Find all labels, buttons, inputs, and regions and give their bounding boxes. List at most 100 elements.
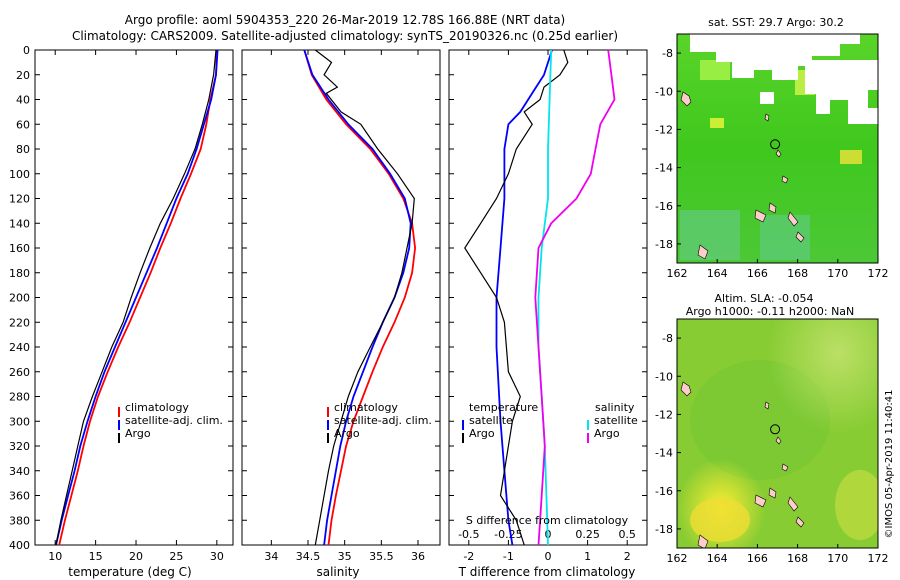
series-line-climatology <box>303 49 417 546</box>
depth-axis-labels: 0 20 40 60 80 100 120 140 160 180 200 220 240 260 280 3… <box>9 44 30 552</box>
map-y-tick-label: -8 <box>662 47 673 60</box>
x-tick-label: 20 <box>129 550 143 563</box>
x-tick-label: 34 <box>264 550 278 563</box>
depth-tick-label: 220 <box>9 316 30 329</box>
salinity-panel: 34 34.5 35 35.5 36 climatology satellite-adj… <box>241 49 441 579</box>
map-y-tick-label: -12 <box>655 123 673 136</box>
map-x-tick-label: 164 <box>707 552 728 565</box>
x-tick-label: 25 <box>169 550 183 563</box>
s-diff-tick-label: -0.5 <box>458 528 479 541</box>
x-tick-label: 2 <box>624 550 631 563</box>
series-line-satellite-adj-clim- <box>55 49 219 546</box>
map-x-tick-label: 166 <box>747 267 768 280</box>
map-x-tick-label: 172 <box>868 552 889 565</box>
depth-tick-label: 380 <box>9 514 30 527</box>
map-x-tick-label: 166 <box>747 552 768 565</box>
legend-argo-label: Argo <box>334 427 360 440</box>
depth-tick-label: 140 <box>9 217 30 230</box>
map-y-tick-label: -10 <box>655 85 673 98</box>
depth-tick-label: 240 <box>9 341 30 354</box>
map-x-tick-label: 172 <box>868 267 889 280</box>
depth-tick-label: 320 <box>9 440 30 453</box>
temperature-panel: 10 15 20 25 30 climatology satellite-adj. cl… <box>34 49 234 579</box>
legend-sal-argo-label: Argo <box>594 427 620 440</box>
x-tick-label: -2 <box>463 550 474 563</box>
x-tick-label: 15 <box>89 550 103 563</box>
series-line-argo <box>314 49 415 546</box>
s-difference-xlabel: S difference from climatology <box>466 514 629 527</box>
legend-satellite-label: satellite-adj. clim. <box>334 414 432 427</box>
depth-tick-label: 20 <box>16 69 30 82</box>
depth-tick-label: 120 <box>9 193 30 206</box>
map-x-tick-label: 168 <box>787 267 808 280</box>
map-y-tick-label: -14 <box>655 162 673 175</box>
series-line-salinity-satellite <box>537 49 553 546</box>
depth-tick-label: 160 <box>9 242 30 255</box>
legend-sal-satellite-label: satellite <box>594 414 638 427</box>
x-tick-label: 36 <box>411 550 425 563</box>
series-line-argo <box>55 49 217 546</box>
temperature-legend: climatology satellite-adj. clim. Argo <box>118 401 223 443</box>
depth-tick-label: 40 <box>16 94 30 107</box>
x-tick-label: 0 <box>545 550 552 563</box>
sst-argo-location-marker <box>770 139 781 150</box>
x-tick-label: 30 <box>210 550 224 563</box>
map-y-tick-label: -18 <box>655 523 673 536</box>
sla-map-field <box>677 319 878 548</box>
map-x-tick-label: 162 <box>667 552 688 565</box>
legend-climatology-label: climatology <box>334 401 398 414</box>
depth-tick-label: 340 <box>9 465 30 478</box>
salinity-xlabel: salinity <box>316 565 359 579</box>
temperature-diff-legend: temperature satellite Argo <box>462 401 538 443</box>
temperature-xlabel: temperature (deg C) <box>68 565 191 579</box>
s-diff-tick-label: -0.25 <box>494 528 522 541</box>
map-y-tick-label: -14 <box>655 447 673 460</box>
legend-satellite-label: satellite-adj. clim. <box>125 414 223 427</box>
legend-temp-satellite-label: satellite <box>469 414 513 427</box>
series-line-temperature-argo <box>464 49 569 546</box>
map-y-tick-label: -8 <box>662 332 673 345</box>
x-tick-label: -1 <box>503 550 514 563</box>
x-tick-label: 10 <box>48 550 62 563</box>
depth-tick-label: 400 <box>9 539 30 552</box>
map-x-tick-label: 164 <box>707 267 728 280</box>
x-tick-label: 35 <box>338 550 352 563</box>
map-y-tick-label: -16 <box>655 200 673 213</box>
sst-map-title: sat. SST: 29.7 Argo: 30.2 <box>708 16 844 29</box>
depth-tick-label: 300 <box>9 415 30 428</box>
depth-tick-label: 0 <box>23 44 30 57</box>
map-x-tick-label: 170 <box>827 552 848 565</box>
depth-tick-label: 80 <box>16 143 30 156</box>
x-tick-label: 34.5 <box>296 550 321 563</box>
depth-tick-label: 180 <box>9 267 30 280</box>
figure-title-line1: Argo profile: aoml 5904353_220 26-Mar-20… <box>125 13 565 27</box>
map-x-tick-label: 168 <box>787 552 808 565</box>
legend-salinity-title: salinity <box>595 401 635 414</box>
sst-map-axes <box>676 33 879 264</box>
map-x-tick-label: 170 <box>827 267 848 280</box>
depth-tick-label: 200 <box>9 292 30 305</box>
legend-argo-label: Argo <box>125 427 151 440</box>
s-diff-tick-label: 0.5 <box>618 528 636 541</box>
sla-map-title: Altim. SLA: -0.054 <box>714 292 813 305</box>
sla-map-subtitle: Argo h1000: -0.11 h2000: NaN <box>686 305 855 318</box>
map-y-tick-label: -18 <box>655 238 673 251</box>
depth-tick-label: 360 <box>9 490 30 503</box>
series-line-temperature-satellite <box>495 49 553 546</box>
legend-temp-argo-label: Argo <box>469 427 495 440</box>
sla-map-panel: Altim. SLA: -0.054 Argo h1000: -0.11 h20… <box>655 292 888 565</box>
sla-argo-location-marker <box>770 424 781 435</box>
map-y-tick-label: -10 <box>655 370 673 383</box>
s-diff-tick-label: 0.25 <box>575 528 600 541</box>
imos-watermark: ©IMOS 05-Apr-2019 11:40:41 <box>884 390 895 539</box>
sst-map-field <box>677 34 878 263</box>
t-difference-xlabel: T difference from climatology <box>458 565 636 579</box>
difference-panel: -2 -1 0 1 2-0.5 -0.25 0 0.25 0.5 temperature sat… <box>448 49 648 579</box>
legend-temperature-title: temperature <box>469 401 538 414</box>
x-tick-label: 35.5 <box>369 550 394 563</box>
map-x-tick-label: 162 <box>667 267 688 280</box>
sla-map-axes <box>676 318 879 549</box>
series-line-salinity-argo <box>534 49 616 546</box>
depth-tick-label: 60 <box>16 118 30 131</box>
